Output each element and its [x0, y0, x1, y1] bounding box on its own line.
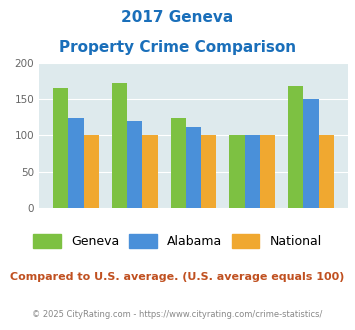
Bar: [201, 135, 217, 208]
Text: Compared to U.S. average. (U.S. average equals 100): Compared to U.S. average. (U.S. average …: [10, 272, 345, 282]
Bar: [260, 135, 275, 208]
Bar: [112, 83, 127, 208]
Bar: [69, 118, 84, 208]
Bar: [142, 135, 158, 208]
Bar: [303, 99, 318, 208]
Bar: [229, 135, 245, 208]
Text: 2017 Geneva: 2017 Geneva: [121, 10, 234, 25]
Bar: [53, 88, 69, 208]
Bar: [84, 135, 99, 208]
Bar: [186, 127, 201, 208]
Bar: [127, 121, 142, 208]
Bar: [318, 135, 334, 208]
Text: © 2025 CityRating.com - https://www.cityrating.com/crime-statistics/: © 2025 CityRating.com - https://www.city…: [32, 310, 323, 319]
Bar: [245, 135, 260, 208]
Text: Property Crime Comparison: Property Crime Comparison: [59, 40, 296, 54]
Bar: [170, 118, 186, 208]
Legend: Geneva, Alabama, National: Geneva, Alabama, National: [33, 234, 322, 248]
Bar: [288, 86, 303, 208]
